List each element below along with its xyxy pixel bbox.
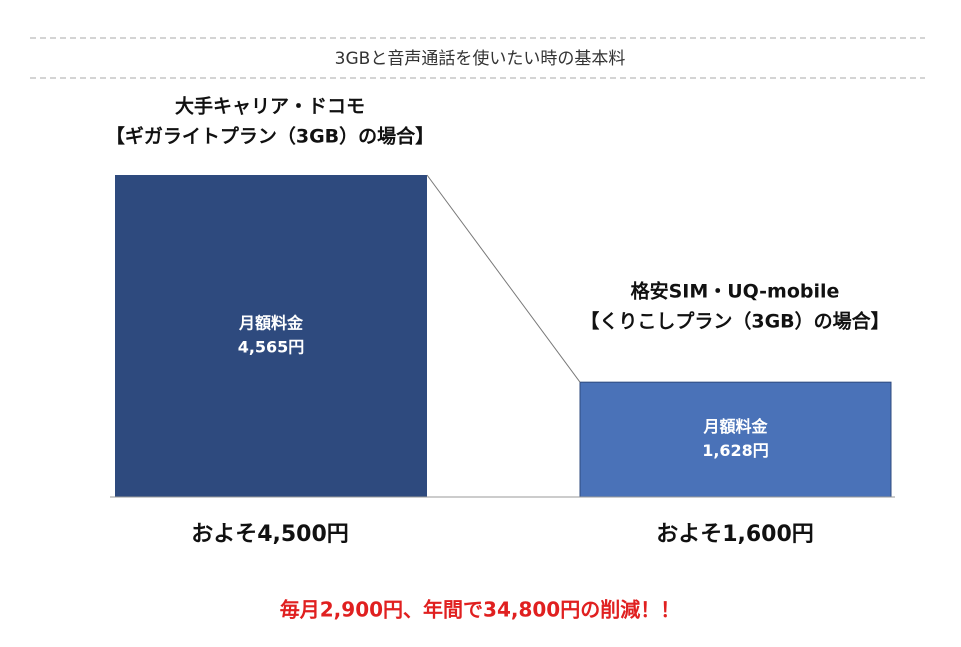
bar-label: 月額料金 — [238, 314, 304, 333]
category-label: 大手キャリア・ドコモ — [175, 95, 365, 118]
category-label: 【ギガライトプラン（3GB）の場合】 — [106, 125, 434, 148]
chart-title: 3GBと音声通話を使いたい時の基本料 — [335, 48, 626, 69]
category-label: 格安SIM・UQ-mobile — [631, 280, 840, 303]
approx-label: およそ4,500円 — [191, 522, 349, 547]
value-label: 4,565円 — [238, 338, 305, 357]
approx-label: およそ1,600円 — [656, 522, 814, 547]
bar — [579, 381, 892, 498]
connector — [426, 174, 581, 383]
bar-label: 月額料金 — [702, 417, 768, 436]
value-label: 1,628円 — [702, 441, 769, 460]
annotation: 毎月2,900円、年間で34,800円の削減！！ — [280, 598, 680, 622]
category-label: 【くりこしプラン（3GB）の場合】 — [580, 310, 889, 333]
bar — [115, 175, 427, 497]
